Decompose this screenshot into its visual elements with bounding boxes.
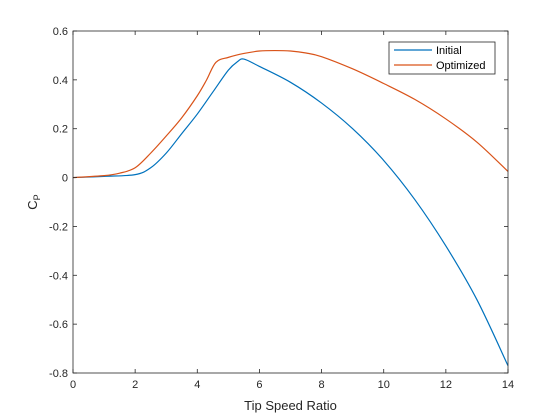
series-layer [72,49,509,366]
x-axis-label: Tip Speed Ratio [244,398,337,413]
y-tick-label: 0 [62,173,68,185]
legend: Initial Optimized [388,41,496,75]
x-tick-label: 14 [502,379,514,391]
series-line-optimized [72,49,509,179]
y-axis-label-main: C [25,200,40,209]
legend-label-initial: Initial [436,45,462,57]
y-tick-label: 0.6 [53,26,68,38]
x-tick-label: 12 [440,379,452,391]
x-tick-label: 2 [132,379,138,391]
y-axis-label-subscript: P [32,194,42,200]
legend-box [388,41,496,75]
y-tick-label: -0.2 [49,221,68,233]
y-tick-label: -0.8 [49,368,68,380]
legend-label-optimized: Optimized [436,60,486,72]
x-tick-label: 8 [319,379,325,391]
series-line-initial [72,58,509,366]
x-tick-label: 6 [256,379,262,391]
plot-area [73,31,508,373]
y-tick-label: -0.6 [49,319,68,331]
ticks-layer: 0 2 4 6 8 10 12 14 0.6 0.4 0.2 0 -0.2 -0.4 -0.6 -0.8 [49,26,514,391]
y-tick-label: 0.4 [53,75,68,87]
plot-frame [72,30,509,374]
x-tick-label: 10 [378,379,390,391]
y-axis-label: CP [25,194,42,209]
y-tick-label: -0.4 [49,270,68,282]
y-tick-label: 0.2 [53,124,68,136]
x-tick-label: 0 [70,379,76,391]
x-tick-label: 4 [194,379,200,391]
